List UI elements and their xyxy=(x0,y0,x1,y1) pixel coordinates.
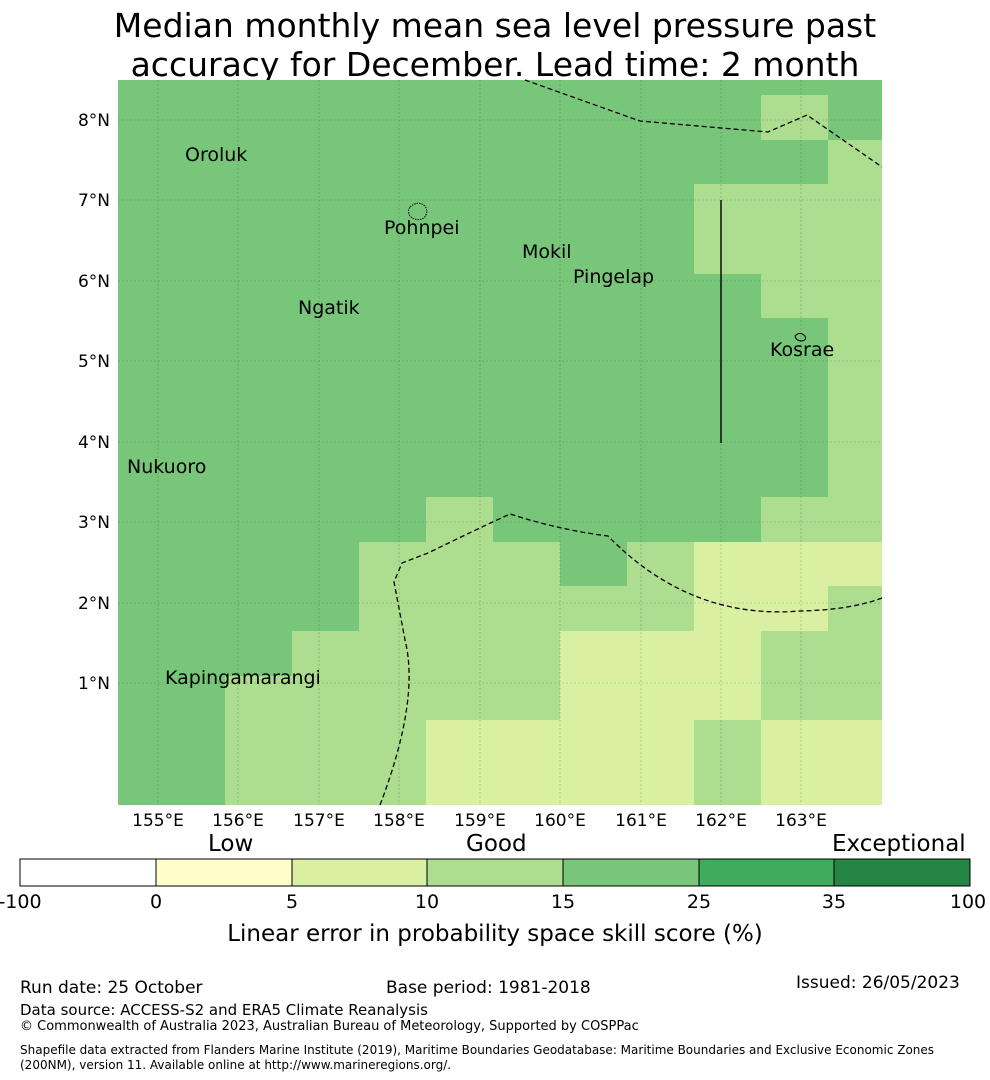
latitude-axis-labels: 8°N 7°N 6°N 5°N 4°N 3°N 2°N 1°N xyxy=(78,111,110,694)
skill-zone-good xyxy=(225,95,882,805)
category-low: Low xyxy=(208,831,254,857)
place-label-nukuoro: Nukuoro xyxy=(127,456,206,478)
colorbar-tick-label: 0 xyxy=(150,891,162,913)
lat-label: 4°N xyxy=(78,433,110,453)
category-exceptional: Exceptional xyxy=(832,831,966,857)
colorbar-tick-label: 25 xyxy=(687,891,711,913)
colorbar-tick-label: 100 xyxy=(950,891,986,913)
shapefile-credit: Shapefile data extracted from Flanders M… xyxy=(20,1043,980,1073)
run-date: Run date: 25 October xyxy=(20,978,203,998)
colorbar-tick-label: 15 xyxy=(551,891,575,913)
lon-label: 157°E xyxy=(293,811,345,831)
lat-label: 8°N xyxy=(78,111,110,131)
eez-boundary-north xyxy=(524,79,883,168)
data-source: Data source: ACCESS-S2 and ERA5 Climate … xyxy=(20,1001,428,1019)
colorbar-swatch xyxy=(427,859,563,886)
place-label-ngatik: Ngatik xyxy=(298,297,360,319)
issued-date: Issued: 26/05/2023 xyxy=(796,973,960,993)
map-gridlines xyxy=(118,80,882,805)
longitude-axis-labels: 155°E 156°E 157°E 158°E 159°E 160°E 161°… xyxy=(132,811,827,831)
lat-label: 6°N xyxy=(78,272,110,292)
lat-label: 7°N xyxy=(78,191,110,211)
lon-label: 162°E xyxy=(695,811,747,831)
title-line-1: Median monthly mean sea level pressure p… xyxy=(113,6,877,45)
colorbar-swatch xyxy=(20,859,156,886)
colorbar-label: Linear error in probability space skill … xyxy=(227,921,763,947)
lon-label: 159°E xyxy=(454,811,506,831)
map-title: Median monthly mean sea level pressure p… xyxy=(0,6,990,84)
place-label-pohnpei: Pohnpei xyxy=(384,217,460,239)
kosrae-island-shape xyxy=(794,333,807,342)
eez-boundaries xyxy=(379,79,883,806)
colorbar-swatch xyxy=(699,859,834,886)
place-label-oroluk: Oroluk xyxy=(185,144,247,166)
place-label-kosrae: Kosrae xyxy=(770,339,834,361)
lat-label: 2°N xyxy=(78,594,110,614)
colorbar: -100 0 5 10 15 25 35 100 Linear error in… xyxy=(0,858,986,947)
place-label-pingelap: Pingelap xyxy=(573,266,654,288)
colorbar-swatch xyxy=(834,859,970,886)
skill-zone-low xyxy=(426,542,882,805)
colorbar-frame xyxy=(19,858,971,887)
base-period: Base period: 1981-2018 xyxy=(386,978,591,998)
place-labels: Oroluk Pohnpei Mokil Pingelap Ngatik Kos… xyxy=(127,144,834,689)
colorbar-ticks xyxy=(155,859,835,886)
category-good: Good xyxy=(466,831,527,857)
eez-boundary-south xyxy=(379,513,883,806)
lon-label: 158°E xyxy=(373,811,425,831)
colorbar-tick-labels: -100 0 5 10 15 25 35 100 xyxy=(0,891,986,913)
shapefile-credit-line-2: (200NM), version 11. Available online at… xyxy=(20,1058,452,1072)
lat-label: 1°N xyxy=(78,674,110,694)
place-label-mokil: Mokil xyxy=(522,241,572,263)
title-line-2: accuracy for December. Lead time: 2 mont… xyxy=(130,45,860,84)
colorbar-swatch xyxy=(563,859,699,886)
lat-label: 3°N xyxy=(78,513,110,533)
pohnpei-island-shape xyxy=(408,202,428,221)
colorbar-swatch xyxy=(292,859,427,886)
lon-label: 156°E xyxy=(212,811,264,831)
colorbar-swatch xyxy=(156,859,292,886)
colorbar-tick-label: 5 xyxy=(286,891,298,913)
colorbar-tick-label: 10 xyxy=(415,891,439,913)
copyright: © Commonwealth of Australia 2023, Austra… xyxy=(20,1019,639,1034)
skill-grid xyxy=(118,80,882,805)
lat-label: 5°N xyxy=(78,352,110,372)
lon-label: 163°E xyxy=(775,811,827,831)
colorbar-tick-label: 35 xyxy=(822,891,846,913)
lon-label: 155°E xyxy=(132,811,184,831)
shapefile-credit-line-1: Shapefile data extracted from Flanders M… xyxy=(20,1043,935,1057)
colorbar-tick-label: -100 xyxy=(0,891,42,913)
place-label-kapingamarangi: Kapingamarangi xyxy=(165,667,321,689)
lon-label: 160°E xyxy=(534,811,586,831)
lon-label: 161°E xyxy=(615,811,667,831)
